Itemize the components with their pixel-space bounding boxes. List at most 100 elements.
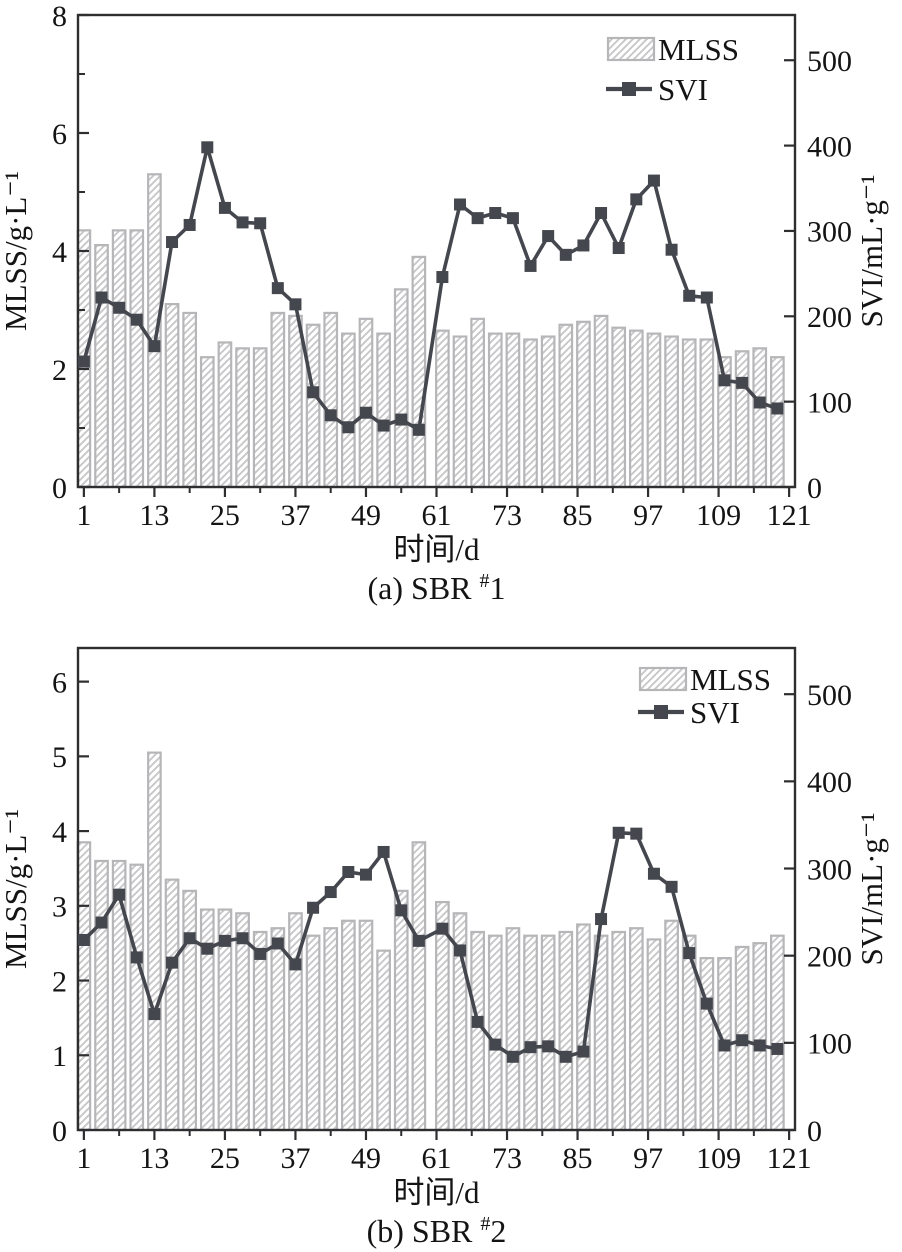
mlss-bar — [270, 927, 286, 1132]
left-tick-label: 6 — [52, 118, 67, 151]
svi-marker — [506, 1050, 519, 1063]
plot-frame — [76, 646, 797, 1132]
x-tick-label: 73 — [492, 499, 522, 532]
svi-marker — [436, 922, 449, 935]
legend-svi-marker — [622, 82, 636, 96]
legend-mlss-label: MLSS — [690, 662, 771, 697]
right-tick-label: 300 — [807, 853, 852, 886]
mlss-bar — [111, 229, 127, 489]
svi-marker — [647, 867, 660, 880]
svi-marker — [718, 1039, 731, 1052]
svi-marker — [683, 947, 696, 960]
svi-marker — [612, 242, 625, 255]
mlss-bar — [252, 930, 268, 1132]
mlss-bar — [523, 338, 538, 489]
svi-marker — [377, 845, 390, 858]
mlss-bar — [770, 934, 785, 1132]
mlss-bar — [664, 919, 679, 1132]
x-tick-label: 121 — [767, 499, 812, 532]
mlss-bar — [94, 244, 109, 489]
x-tick-label: 85 — [563, 499, 593, 532]
svi-marker — [359, 868, 372, 881]
svi-marker — [289, 958, 302, 971]
x-tick-label: 49 — [351, 1142, 381, 1175]
mlss-bar — [235, 912, 250, 1132]
mlss-bar — [411, 255, 427, 489]
mlss-bar — [270, 311, 286, 489]
svi-marker — [665, 243, 678, 256]
x-tick-label: 1 — [76, 1142, 91, 1175]
mlss-bar — [182, 311, 198, 489]
mlss-bar — [376, 949, 391, 1132]
svi-marker — [524, 259, 537, 272]
svi-marker — [771, 402, 784, 415]
svi-marker — [454, 198, 467, 211]
mlss-bar — [452, 335, 468, 489]
mlss-bar-series — [76, 173, 785, 489]
mlss-bar — [540, 335, 556, 489]
mlss-bar — [699, 957, 715, 1132]
right-axis-title: SVI/mL·g⁻¹ — [854, 812, 889, 965]
mlss-bar — [305, 323, 321, 489]
mlss-bar — [435, 329, 450, 489]
x-tick-label: 1 — [76, 499, 91, 532]
mlss-bar — [288, 314, 303, 489]
svi-marker — [289, 298, 302, 311]
legend-mlss-swatch — [606, 36, 656, 62]
legend-mlss-swatch — [638, 666, 688, 692]
mlss-bar — [646, 938, 662, 1132]
right-tick-label: 100 — [807, 386, 852, 419]
x-tick-label: 73 — [492, 1142, 522, 1175]
svi-marker — [342, 866, 355, 879]
mlss-bar — [664, 335, 679, 489]
x-tick-label: 97 — [633, 499, 663, 532]
left-axis-title: MLSS/g·L⁻¹ — [0, 809, 33, 969]
x-axis-title: 时间/d — [393, 532, 480, 567]
x-tick-label: 109 — [696, 499, 741, 532]
x-tick-label: 49 — [351, 499, 381, 532]
mlss-bar — [305, 934, 321, 1132]
svi-marker — [506, 212, 519, 225]
svi-marker — [718, 374, 731, 387]
svi-marker — [324, 409, 337, 422]
left-tick-label: 0 — [52, 1115, 67, 1148]
svi-marker — [236, 932, 249, 945]
svi-line — [82, 830, 778, 1059]
svi-marker — [630, 193, 643, 206]
mlss-bar — [252, 347, 268, 489]
mlss-bar — [734, 350, 750, 489]
svi-marker — [542, 230, 555, 243]
svi-marker — [700, 291, 713, 304]
mlss-bar — [752, 347, 768, 489]
x-tick-label: 121 — [767, 1142, 812, 1175]
legend: MLSS SVI — [606, 32, 739, 107]
svi-marker — [166, 236, 179, 249]
x-tick-label: 37 — [280, 1142, 310, 1175]
svi-marker — [700, 997, 713, 1010]
svi-marker — [166, 956, 179, 969]
svi-marker — [524, 1041, 537, 1054]
x-tick-label: 37 — [280, 499, 310, 532]
mlss-bar — [323, 927, 339, 1132]
left-axis-title: MLSS/g·L⁻¹ — [0, 171, 33, 331]
mlss-bar — [94, 859, 109, 1132]
right-tick-label: 0 — [807, 1115, 822, 1148]
mlss-bar — [235, 347, 250, 489]
svi-marker — [307, 386, 320, 399]
svi-marker — [254, 217, 267, 230]
svi-marker — [254, 947, 267, 960]
legend-mlss-label: MLSS — [658, 32, 739, 67]
left-tick-label: 3 — [52, 891, 67, 924]
x-tick-label: 25 — [210, 499, 240, 532]
x-tick-label: 61 — [422, 1142, 452, 1175]
mlss-bar — [628, 329, 644, 489]
svi-marker — [77, 933, 90, 946]
svi-marker — [130, 313, 143, 326]
mlss-bar — [576, 320, 591, 489]
legend-svi-label: SVI — [658, 72, 708, 107]
svi-marker — [307, 901, 320, 914]
mlss-bar-series — [76, 751, 785, 1132]
